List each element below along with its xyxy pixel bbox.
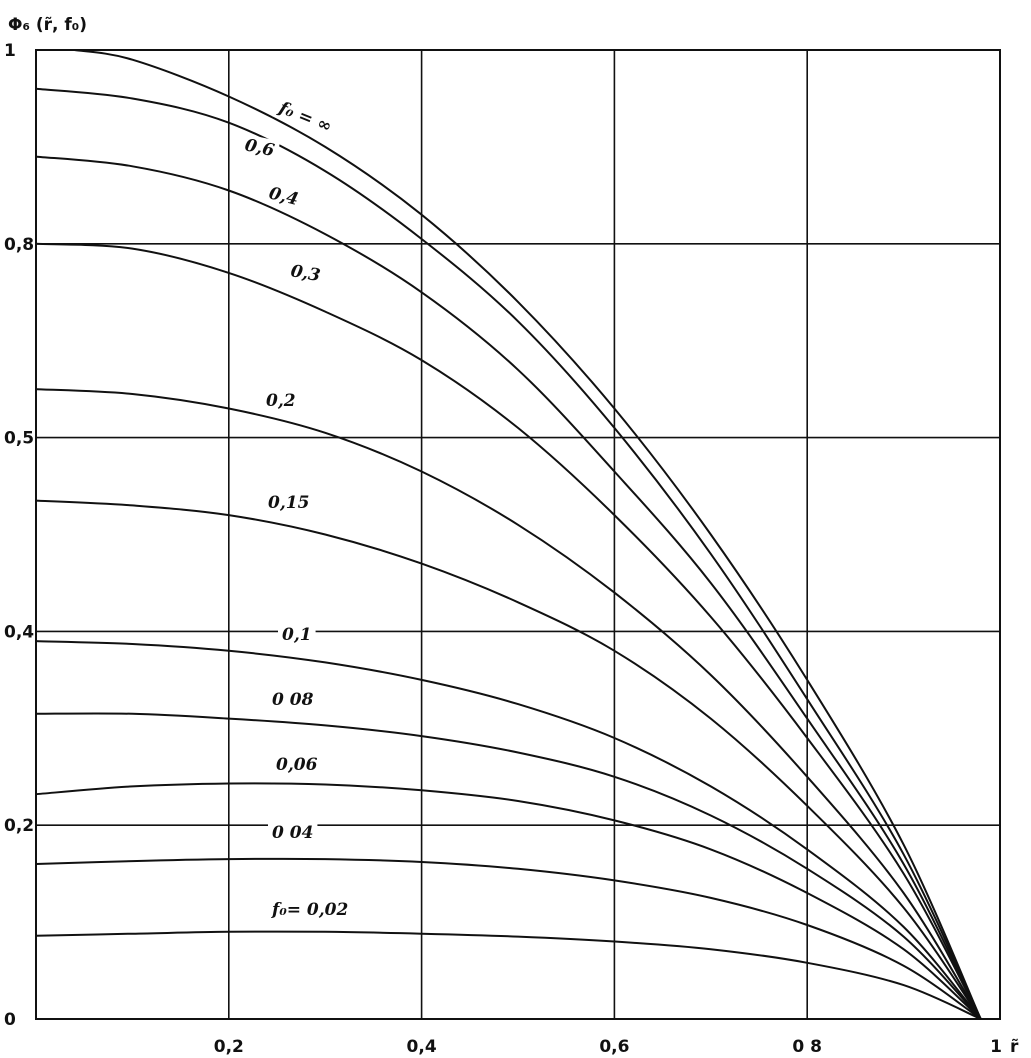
curve-label-bg [278,624,316,646]
series-line-7 [35,712,982,1020]
curve-label-bg [268,899,353,921]
curve-label: f₀= 0,02 [271,900,348,920]
curve-label: 0,1 [282,625,312,645]
curve-label: 0,6 [243,135,276,161]
curve-label-bg [272,754,322,776]
y-tick-label: 0 [4,1010,16,1030]
curve-label-bg [262,181,305,212]
y-axis-label: Φ₆ (r̃, f₀) [8,15,87,35]
curve-label-bg [238,133,281,163]
y-tick-label: 0,4 [4,622,34,642]
series-line-4 [35,388,982,1020]
y-tick-label: 0,5 [4,429,34,449]
curve-label: f₀ = ∞ [275,98,334,138]
curve-labels: f₀ = ∞0,60,40,30,20,150,10 080,060 04f₀=… [238,95,353,921]
curve-label-bg [264,492,314,514]
curve-label-bg [272,95,339,140]
series-line-0 [74,49,982,1020]
curve-label-bg [285,259,326,288]
x-tick-label: 0 8 [792,1037,822,1057]
curves [35,49,982,1020]
x-tick-label: 0,4 [407,1037,437,1057]
curve-label: 0,06 [276,755,318,775]
series-line-10 [35,930,982,1020]
x-tick-label: 0,2 [214,1037,244,1057]
curve-label: 0 08 [272,690,314,710]
x-axis-label: r̃ [1010,1037,1019,1057]
y-tick-label: 0,8 [4,235,34,255]
series-line-6 [35,640,982,1020]
series-line-1 [35,87,982,1020]
series-line-5 [35,499,982,1020]
tick-labels: 0,2 0,4 0,6 0 8 1 0 0,2 0,4 0,5 0,8 1 [4,41,1002,1057]
grid [36,50,1000,1019]
curve-label: 0,2 [266,391,296,411]
curve-label-bg [262,390,300,412]
x-tick-label: 1 [990,1037,1002,1057]
series-line-2 [35,155,982,1020]
curve-label: 0 04 [272,823,313,843]
curve-label-bg [268,689,318,711]
curve-label: 0,4 [267,183,301,210]
curve-label: 0,15 [268,493,309,513]
series-line-8 [35,782,982,1020]
y-tick-label: 1 [4,41,16,61]
series-line-9 [35,857,982,1020]
curve-label-bg [268,822,318,844]
x-tick-label: 0,6 [599,1037,629,1057]
y-tick-label: 0,2 [4,816,34,836]
series-line-3 [35,242,982,1020]
plot-frame [35,49,1001,1020]
